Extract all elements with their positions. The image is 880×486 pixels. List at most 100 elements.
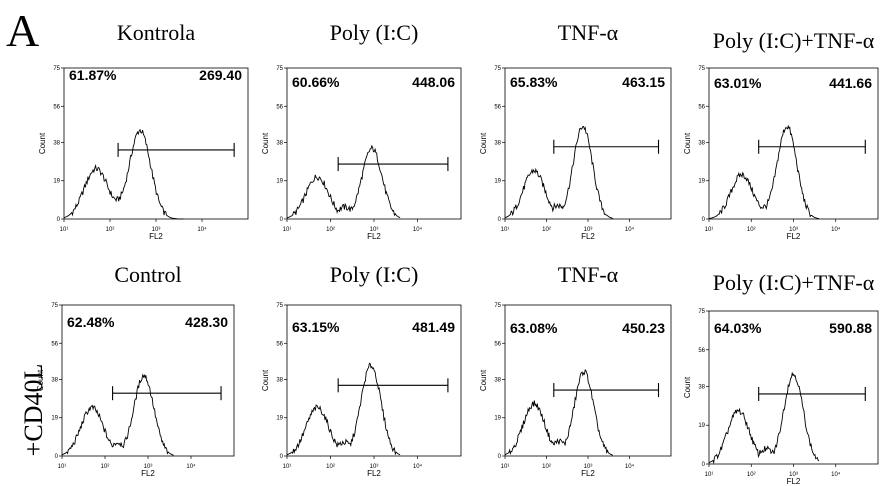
x-tick-label: 10³ (789, 472, 798, 478)
gate-marker (758, 139, 866, 154)
y-tick-label: 75 (276, 303, 283, 309)
x-axis-label: FL2 (787, 477, 801, 486)
y-tick-label: 38 (51, 377, 58, 383)
y-tick-label: 38 (53, 140, 60, 146)
panel-letter: A (6, 5, 39, 56)
y-tick-label: 38 (698, 140, 705, 146)
x-tick-label: 10³ (152, 227, 161, 233)
y-tick-label: 75 (494, 66, 501, 72)
plot-frame (286, 67, 462, 220)
gate-marker (117, 142, 235, 157)
x-axis-label: FL2 (141, 469, 155, 478)
panel-title: Poly (I:C) (330, 20, 419, 45)
gate-marker (337, 157, 449, 172)
gate-percent: 63.15% (292, 319, 340, 335)
y-tick-label: 0 (55, 454, 59, 460)
histogram-curve (286, 362, 401, 456)
histogram-panel: Poly (I:C)+TNF-α 63.01% 441.66 0 19 38 56 75 10¹… (683, 28, 879, 241)
gate-mean-value: 450.23 (622, 320, 665, 336)
y-tick-label: 75 (494, 303, 501, 309)
y-tick-label: 19 (51, 416, 58, 422)
y-tick-label: 38 (494, 140, 501, 146)
y-tick-label: 56 (698, 348, 705, 354)
x-tick-label: 10² (747, 472, 756, 478)
x-tick-label: 10¹ (58, 464, 67, 470)
gate-percent: 63.01% (714, 75, 762, 91)
x-tick-label: 10¹ (60, 227, 69, 233)
y-tick-label: 56 (494, 341, 501, 347)
histogram-panels: Kontrola 61.87% 269.40 0 19 38 56 75 10¹ 10² 10³ 10… (36, 20, 879, 486)
y-tick-label: 38 (494, 377, 501, 383)
gate-mean-value: 441.66 (829, 75, 872, 91)
histogram-curve (504, 369, 614, 456)
gate-marker (337, 378, 449, 393)
x-tick-label: 10³ (789, 227, 798, 233)
x-tick-label: 10² (326, 227, 335, 233)
y-axis-label: Count (479, 132, 488, 154)
gate-mean-value: 463.15 (622, 74, 665, 90)
x-tick-label: 10⁴ (831, 226, 841, 233)
panel-title: Poly (I:C)+TNF-α (713, 270, 875, 295)
gate-mean-value: 269.40 (199, 67, 242, 83)
y-tick-label: 75 (51, 303, 58, 309)
x-tick-label: 10³ (370, 464, 379, 470)
x-tick-label: 10² (106, 227, 115, 233)
panel-title: Kontrola (117, 20, 195, 45)
histogram-panel: Poly (I:C) 60.66% 448.06 0 19 38 56 75 10¹ 10² 10³… (261, 20, 462, 241)
x-tick-label: 10⁴ (197, 226, 207, 233)
x-tick-label: 10³ (370, 227, 379, 233)
histogram-curve (286, 144, 401, 219)
y-axis-label: Count (683, 376, 692, 398)
y-axis-label: Count (261, 369, 270, 391)
x-tick-label: 10¹ (501, 227, 510, 233)
y-tick-label: 38 (698, 384, 705, 390)
y-tick-label: 19 (276, 416, 283, 422)
x-tick-label: 10³ (584, 227, 593, 233)
y-tick-label: 0 (498, 454, 502, 460)
x-tick-label: 10² (747, 227, 756, 233)
x-tick-label: 10¹ (501, 464, 510, 470)
y-tick-label: 0 (280, 217, 284, 223)
x-tick-label: 10² (542, 227, 551, 233)
x-tick-label: 10⁴ (186, 463, 196, 470)
y-axis-label: Count (683, 132, 692, 154)
y-tick-label: 56 (51, 341, 58, 347)
panel-title: Poly (I:C)+TNF-α (713, 28, 875, 53)
histogram-panel: TNF-α 63.08% 450.23 0 19 38 56 75 10¹ 10² 10³ 10⁴ FL… (479, 262, 672, 478)
y-tick-label: 19 (698, 423, 705, 429)
x-tick-label: 10³ (584, 464, 593, 470)
panel-title: Control (114, 262, 181, 287)
x-tick-label: 10⁴ (413, 463, 423, 470)
x-axis-label: FL2 (787, 232, 801, 241)
panel-title: Poly (I:C) (330, 262, 419, 287)
gate-marker (112, 386, 222, 401)
x-tick-label: 10² (101, 464, 110, 470)
x-tick-label: 10⁴ (625, 463, 635, 470)
plot-frame (504, 67, 672, 220)
x-axis-label: FL2 (581, 232, 595, 241)
x-tick-label: 10¹ (705, 227, 714, 233)
x-tick-label: 10⁴ (413, 226, 423, 233)
x-axis-label: FL2 (581, 469, 595, 478)
histogram-panel: TNF-α 65.83% 463.15 0 19 38 56 75 10¹ 10² 10³ 10⁴ FL… (479, 20, 672, 241)
x-tick-label: 10⁴ (625, 226, 635, 233)
y-tick-label: 19 (494, 179, 501, 185)
y-tick-label: 38 (276, 377, 283, 383)
panel-title: TNF-α (558, 262, 619, 287)
y-tick-label: 0 (702, 462, 706, 468)
y-tick-label: 0 (280, 454, 284, 460)
x-tick-label: 10² (542, 464, 551, 470)
y-tick-label: 0 (702, 217, 706, 223)
row-label: +CD40L (19, 364, 48, 457)
y-tick-label: 38 (276, 140, 283, 146)
y-tick-label: 0 (57, 217, 61, 223)
x-tick-label: 10¹ (705, 472, 714, 478)
gate-percent: 61.87% (69, 67, 117, 83)
x-tick-label: 10³ (144, 464, 153, 470)
histogram-curve (708, 124, 820, 220)
y-axis-label: Count (38, 132, 47, 154)
gate-marker (553, 383, 660, 398)
panel-title: TNF-α (558, 20, 619, 45)
x-tick-label: 10¹ (283, 464, 292, 470)
